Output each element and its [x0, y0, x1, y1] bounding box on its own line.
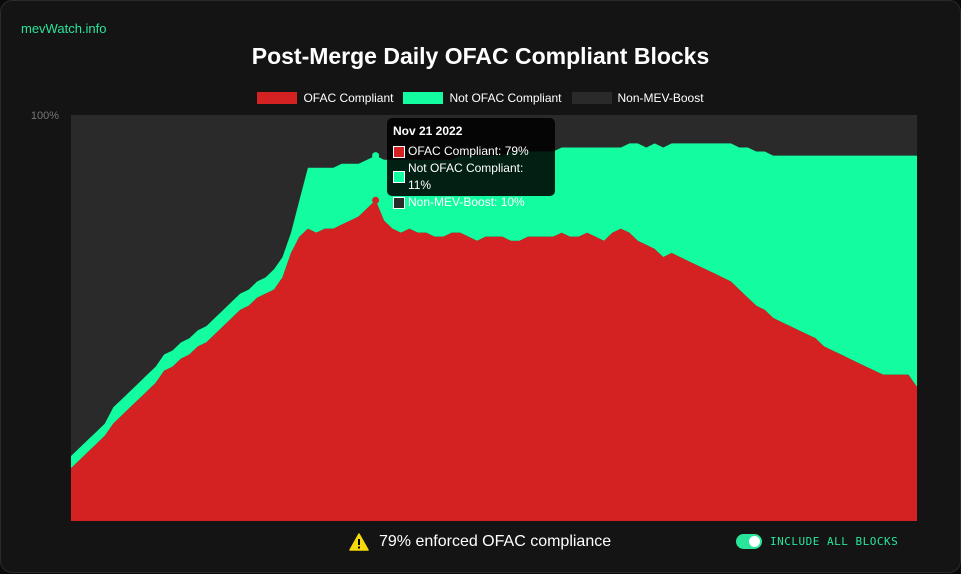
- area-series-group: [71, 115, 917, 522]
- y-tick-label-100: 100%: [31, 110, 59, 122]
- brand-label[interactable]: mevWatch.info: [21, 21, 107, 36]
- area-ofac-compliant: [71, 200, 917, 522]
- highlight-point-ofac: [372, 196, 380, 204]
- legend-swatch-non-mev: [571, 92, 612, 104]
- highlight-point-not-ofac: [372, 152, 380, 160]
- highlight-marks: [372, 152, 380, 204]
- legend-item-not-ofac[interactable]: Not OFAC Compliant: [403, 91, 562, 105]
- tooltip-swatch-non-mev: [393, 196, 405, 209]
- data-tooltip: Nov 21 2022 OFAC Compliant: 79% Not OFAC…: [387, 118, 555, 209]
- toggle-label[interactable]: INCLUDE ALL BLOCKS: [770, 535, 899, 548]
- tooltip-row-not-ofac: Not OFAC Compliant: 11%: [393, 160, 549, 194]
- legend-swatch-not-ofac: [403, 92, 444, 104]
- tooltip-date: Nov 21 2022: [393, 124, 463, 138]
- chart-legend: OFAC Compliant Not OFAC Compliant Non-ME…: [1, 91, 960, 105]
- tooltip-swatch-not-ofac: [393, 171, 405, 183]
- legend-item-non-mev[interactable]: Non-MEV-Boost: [571, 91, 704, 105]
- compliance-message: 79% enforced OFAC compliance: [349, 533, 611, 551]
- legend-label-ofac: OFAC Compliant: [303, 91, 394, 105]
- tooltip-text-ofac: OFAC Compliant: 79%: [408, 144, 529, 158]
- tooltip-row-non-mev: Non-MEV-Boost: 10%: [393, 194, 549, 211]
- chart-title: Post-Merge Daily OFAC Compliant Blocks: [251, 43, 710, 69]
- legend-label-non-mev: Non-MEV-Boost: [617, 91, 704, 105]
- legend-swatch-ofac: [257, 92, 298, 104]
- toggle-knob: [749, 536, 760, 547]
- tooltip-text-not-ofac: Not OFAC Compliant: 11%: [407, 161, 524, 192]
- warning-icon: [349, 533, 369, 551]
- include-all-blocks-control: INCLUDE ALL BLOCKS: [736, 534, 898, 549]
- area-non-mev-boost: [71, 115, 917, 456]
- legend-item-ofac[interactable]: OFAC Compliant: [257, 91, 393, 105]
- compliance-text: 79% enforced OFAC compliance: [379, 533, 612, 550]
- include-all-blocks-toggle[interactable]: [736, 534, 762, 549]
- tooltip-swatch-ofac: [393, 145, 405, 158]
- tooltip-text-non-mev: Non-MEV-Boost: 10%: [408, 195, 525, 209]
- area-not-ofac-compliant: [71, 143, 917, 469]
- legend-label-not-ofac: Not OFAC Compliant: [449, 91, 562, 105]
- tooltip-row-ofac: OFAC Compliant: 79%: [393, 143, 549, 160]
